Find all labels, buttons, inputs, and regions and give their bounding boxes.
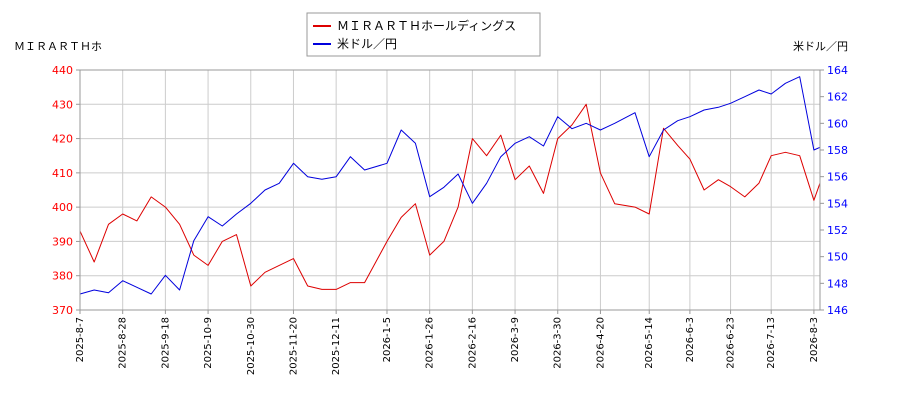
left-tick-label: 400 xyxy=(52,201,73,214)
x-tick-label: 2026-7-13 xyxy=(766,317,777,369)
plot-frame xyxy=(79,69,821,311)
right-tick-label: 146 xyxy=(827,304,848,317)
right-tick-label: 156 xyxy=(827,171,848,184)
x-tick-label: 2025-8-28 xyxy=(118,317,129,369)
x-tick-label: 2026-6-23 xyxy=(726,317,737,369)
series-line-usdjpy xyxy=(79,76,821,295)
x-tick-label: 2026-1-26 xyxy=(425,317,436,369)
x-tick-label: 2025-11-20 xyxy=(288,317,299,375)
x-tick-label: 2026-2-16 xyxy=(467,317,478,369)
x-tick-label: 2026-3-9 xyxy=(510,317,521,362)
x-tick-label: 2026-1-5 xyxy=(382,317,393,362)
grid-layer xyxy=(79,69,820,311)
right-tick-label: 152 xyxy=(827,224,848,237)
right-tick-label: 158 xyxy=(827,144,848,157)
left-tick-label: 420 xyxy=(52,133,73,146)
right-tick-label: 160 xyxy=(827,117,848,130)
series-line-mirarth xyxy=(79,103,821,290)
left-axis-ticks: 370 380 390 400 410 420 430 440 xyxy=(52,64,80,317)
series-layer xyxy=(79,76,821,295)
x-tick-label: 2026-4-20 xyxy=(595,317,606,369)
legend-box xyxy=(306,12,541,57)
left-tick-label: 440 xyxy=(52,64,73,77)
x-tick-label: 2026-5-14 xyxy=(644,317,655,369)
x-tick-label: 2025-12-11 xyxy=(331,317,342,375)
x-tick-label: 2026-3-30 xyxy=(553,317,564,369)
x-tick-label: 2025-8-7 xyxy=(75,317,86,362)
x-tick-label: 2025-10-30 xyxy=(246,317,257,375)
right-tick-label: 154 xyxy=(827,197,848,210)
left-tick-label: 430 xyxy=(52,98,73,111)
right-tick-label: 150 xyxy=(827,251,848,264)
left-tick-label: 410 xyxy=(52,167,73,180)
right-tick-label: 148 xyxy=(827,277,848,290)
legend-label-usdjpy: 米ドル／円 xyxy=(337,37,397,51)
left-tick-label: 380 xyxy=(52,270,73,283)
right-tick-label: 162 xyxy=(827,91,848,104)
left-axis-title: ＭＩＲＡＲＴＨホ xyxy=(14,40,102,53)
x-tick-label: 2026-6-3 xyxy=(685,317,696,362)
right-axis-ticks: 146 148 150 152 154 156 158 160 162 164 xyxy=(820,64,848,317)
right-tick-label: 164 xyxy=(827,64,848,77)
x-tick-label: 2025-9-18 xyxy=(160,317,171,369)
x-tick-label: 2025-10-9 xyxy=(203,317,214,369)
legend-label-mirarth: ＭＩＲＡＲＴＨホールディングス xyxy=(337,18,516,33)
plot-area xyxy=(80,70,820,310)
left-tick-label: 390 xyxy=(52,235,73,248)
right-axis-title: 米ドル／円 xyxy=(793,40,848,53)
x-axis-ticks: 2025-8-7 2025-8-28 2025-9-18 2025-10-9 2025-… xyxy=(75,310,820,375)
x-tick-label: 2026-8-3 xyxy=(809,317,820,362)
left-tick-label: 370 xyxy=(52,304,73,317)
legend: ＭＩＲＡＲＴＨホールディングス 米ドル／円 xyxy=(306,12,541,57)
